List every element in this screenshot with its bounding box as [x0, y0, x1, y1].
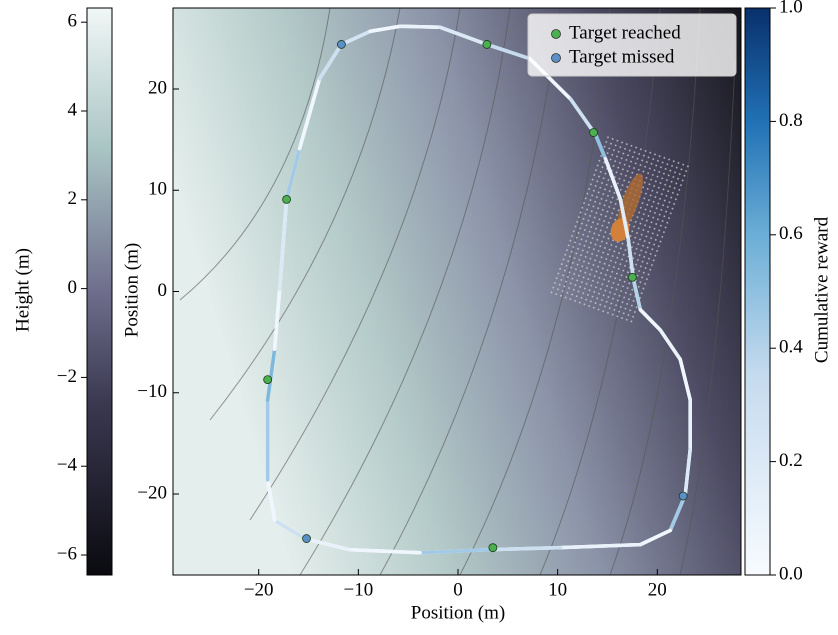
y-tick-label: 20	[148, 77, 167, 98]
reward-segment	[626, 238, 636, 282]
reward-segment	[658, 328, 682, 362]
y-tick-label: −20	[137, 482, 167, 503]
height-colorbar-label: Height (m)	[12, 248, 33, 332]
x-tick-label: −20	[244, 579, 274, 600]
x-tick-label: 0	[453, 579, 463, 600]
reward-segment	[485, 42, 532, 61]
height-tick-label: −6	[57, 543, 77, 564]
reward-segment	[568, 97, 598, 137]
reward-segment	[317, 42, 344, 81]
reward-segment	[418, 547, 492, 555]
reward-segment	[272, 287, 282, 351]
y-axis-label: Position (m)	[121, 243, 142, 337]
reward-segment	[558, 542, 643, 550]
x-tick-label: 20	[648, 579, 667, 600]
reward-segment	[638, 528, 672, 547]
target	[482, 40, 492, 49]
reward-segment	[618, 197, 631, 242]
x-tick-label: −10	[343, 579, 373, 600]
y-tick-label: −10	[137, 381, 167, 402]
reward-colorbar-label: Cumulative reward	[811, 216, 832, 363]
reward-tick-label: 0.4	[779, 337, 803, 358]
reward-segment	[368, 24, 402, 34]
legend-marker	[551, 29, 561, 39]
height-tick-label: −4	[57, 455, 78, 476]
target	[627, 272, 637, 282]
reward-segment	[438, 25, 489, 47]
reward-segment	[631, 277, 643, 312]
height-tick-label: 2	[68, 188, 78, 209]
reward-segment	[683, 447, 692, 497]
reward-segment	[603, 157, 623, 202]
reward-segment	[297, 77, 322, 151]
reward-segment	[398, 24, 442, 29]
reward-segment	[302, 536, 352, 552]
reward-tick-label: 0.8	[779, 110, 803, 131]
height-tick-label: 4	[68, 99, 78, 120]
reward-segment	[488, 545, 563, 552]
legend-marker	[551, 53, 561, 63]
target	[589, 128, 598, 137]
reward-tick-label: 0.6	[779, 223, 803, 244]
legend: Target reached Target missed	[527, 13, 737, 77]
reward-segment	[638, 307, 663, 332]
height-colorbar	[86, 7, 113, 576]
reward-segment	[277, 197, 289, 292]
reward-tick-label: 1.0	[779, 0, 803, 17]
reward-tick-label: 0.2	[779, 450, 803, 471]
reward-segment	[593, 132, 608, 161]
reward-segment	[339, 29, 373, 47]
legend-label: Target reached	[569, 22, 681, 43]
reward-tick-label: 0.0	[779, 563, 803, 584]
reward-segment	[265, 347, 277, 402]
y-tick-label: 0	[158, 280, 168, 301]
legend-label: Target missed	[569, 46, 675, 67]
target	[263, 375, 273, 384]
x-tick-label: 10	[548, 579, 567, 600]
y-tick-label: 10	[148, 179, 167, 200]
target	[678, 491, 688, 501]
terrain	[173, 8, 741, 575]
reward-colorbar	[744, 7, 771, 576]
height-tick-label: 6	[68, 11, 78, 32]
reward-segment	[678, 357, 692, 402]
target	[337, 40, 346, 49]
reward-segment	[272, 518, 307, 541]
target	[302, 534, 311, 543]
height-tick-label: 0	[68, 277, 78, 298]
target	[282, 194, 292, 204]
x-axis-label: Position (m)	[411, 602, 505, 623]
reward-segment	[668, 493, 687, 533]
reward-segment	[265, 478, 277, 523]
target	[488, 543, 498, 553]
reward-segment	[284, 146, 302, 202]
reward-segment	[347, 547, 422, 555]
height-tick-label: −2	[57, 366, 77, 387]
